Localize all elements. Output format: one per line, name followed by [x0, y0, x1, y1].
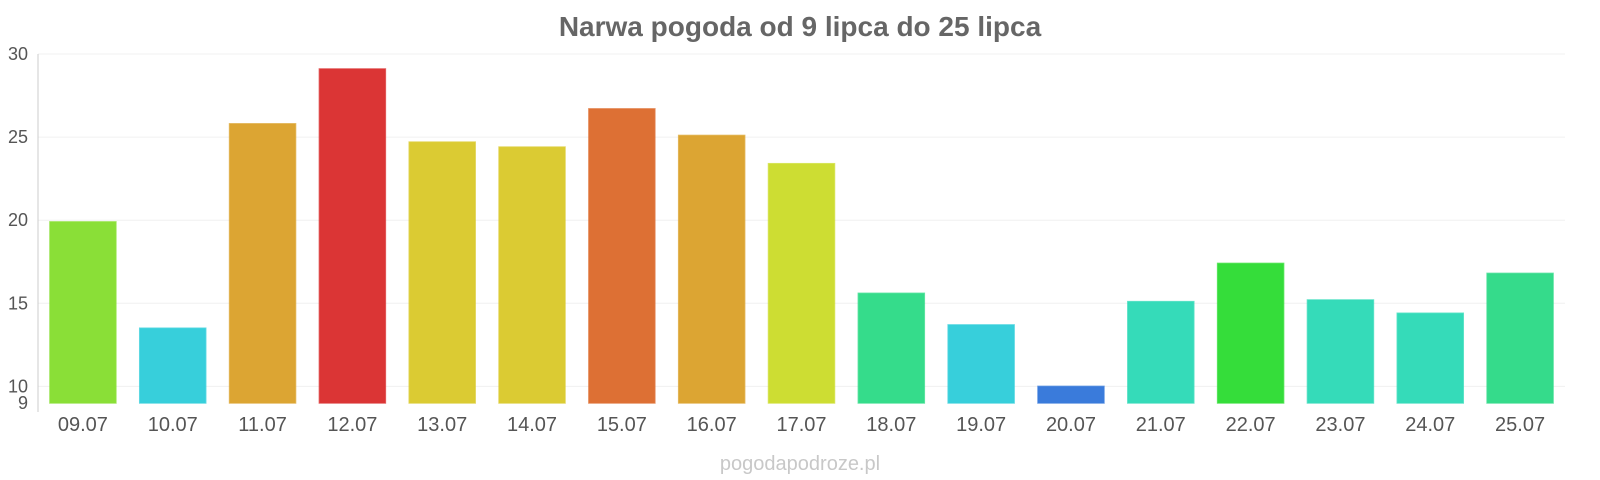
- x-tick-label: 23.07: [1315, 414, 1365, 436]
- x-tick-label: 17.07: [776, 414, 826, 436]
- x-tick-label: 18.07: [866, 414, 916, 436]
- y-tick-label: 30: [8, 44, 28, 64]
- bar-25.07: [1486, 272, 1554, 404]
- bar-17.07: [767, 162, 836, 404]
- bar-21.07: [1127, 300, 1195, 404]
- x-tick-label: 12.07: [327, 414, 377, 436]
- y-axis-ticks: 910 15 20 25 30: [8, 44, 28, 413]
- bar-16.07: [677, 134, 746, 404]
- x-tick-label: 20.07: [1046, 414, 1096, 436]
- chart-title: Narwa pogoda od 9 lipca do 25 lipca: [559, 11, 1042, 42]
- x-tick-label: 10.07: [148, 414, 198, 436]
- bar-14.07: [498, 146, 566, 404]
- bar-22.07: [1216, 262, 1285, 404]
- x-tick-label: 16.07: [687, 414, 737, 436]
- x-tick-label: 15.07: [597, 414, 647, 436]
- bar-20.07: [1037, 385, 1105, 404]
- bar-10.07: [138, 327, 207, 404]
- bar-12.07: [318, 68, 387, 404]
- bar-15.07: [588, 108, 656, 404]
- x-axis-ticks: 09.07 10.07 11.07 12.07 13.07 14.07 15.07 16.07…: [58, 414, 1545, 436]
- bar-09.07: [49, 221, 117, 404]
- x-tick-label: 13.07: [417, 414, 467, 436]
- x-tick-label: 14.07: [507, 414, 557, 436]
- x-tick-label: 11.07: [238, 414, 287, 436]
- credit-text: pogodapodroze.pl: [720, 453, 880, 475]
- x-tick-label: 25.07: [1495, 414, 1545, 436]
- x-tick-label: 21.07: [1136, 414, 1186, 436]
- y-tick-label: 10: [8, 376, 28, 396]
- bar-18.07: [857, 292, 926, 404]
- bar-13.07: [408, 141, 476, 404]
- bar-11.07: [228, 123, 297, 404]
- y-tick-label: 9: [18, 393, 28, 413]
- bar-24.07: [1396, 312, 1465, 404]
- x-tick-label: 19.07: [956, 414, 1006, 436]
- y-tick-label: 15: [8, 293, 28, 313]
- y-tick-label: 20: [8, 210, 28, 230]
- bars: [49, 68, 1554, 404]
- x-tick-label: 09.07: [58, 414, 108, 436]
- bar-23.07: [1306, 299, 1375, 404]
- x-tick-label: 24.07: [1405, 414, 1455, 436]
- bar-19.07: [947, 324, 1015, 404]
- x-tick-label: 22.07: [1226, 414, 1276, 436]
- y-tick-label: 25: [8, 127, 28, 147]
